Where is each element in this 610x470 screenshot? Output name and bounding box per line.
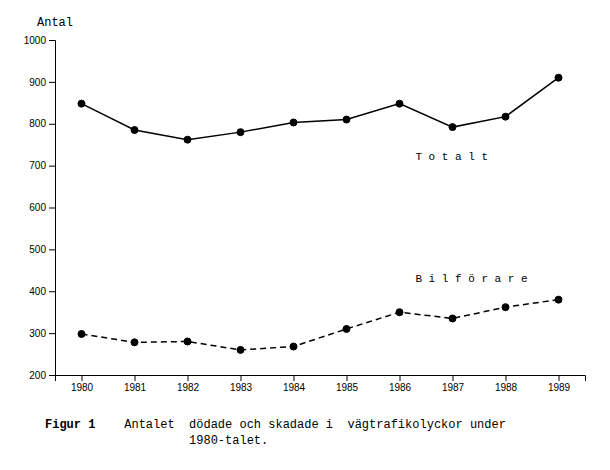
point bbox=[78, 100, 85, 107]
tick: 300 bbox=[29, 328, 55, 339]
tick-mark bbox=[347, 375, 348, 381]
point bbox=[290, 119, 297, 126]
tick: 600 bbox=[29, 202, 55, 213]
tick-mark bbox=[49, 82, 55, 83]
series-line bbox=[82, 78, 559, 140]
plot-area bbox=[78, 74, 562, 353]
point bbox=[449, 124, 456, 131]
tick: 1988 bbox=[495, 375, 518, 393]
tick-mark bbox=[49, 249, 55, 250]
tick: 1981 bbox=[124, 375, 147, 393]
tick: 1986 bbox=[389, 375, 412, 393]
tick-mark bbox=[49, 40, 55, 41]
tick-label: 1988 bbox=[495, 382, 518, 393]
tick-mark bbox=[400, 375, 401, 381]
y-axis: 200 300 400 500 600 700 800 900 1000 bbox=[24, 35, 56, 381]
tick-label: 1989 bbox=[548, 382, 571, 393]
tick-mark bbox=[49, 124, 55, 125]
tick-mark bbox=[49, 333, 55, 334]
tick-label: 1986 bbox=[389, 382, 412, 393]
tick-label: 1983 bbox=[230, 382, 253, 393]
tick-label: 1982 bbox=[177, 382, 200, 393]
tick-label: 1984 bbox=[283, 382, 306, 393]
tick-mark bbox=[49, 166, 55, 167]
axis-line bbox=[56, 376, 586, 382]
tick: 1000 bbox=[24, 35, 55, 46]
tick-mark bbox=[49, 375, 55, 376]
tick-mark bbox=[49, 291, 55, 292]
caption-label: Figur 1 bbox=[45, 418, 95, 432]
chart: 1980 1981 1982 1983 1984 1985 1986 1987 1988 1989… bbox=[0, 0, 610, 470]
tick-mark bbox=[559, 375, 560, 381]
point bbox=[184, 338, 191, 345]
axis-line bbox=[49, 41, 56, 376]
point bbox=[184, 136, 191, 143]
tick-mark bbox=[135, 375, 136, 381]
y-axis-label: Antal bbox=[37, 16, 73, 30]
tick-mark bbox=[294, 375, 295, 381]
tick-label: 900 bbox=[29, 77, 46, 88]
tick-mark bbox=[188, 375, 189, 381]
tick: 1980 bbox=[71, 375, 94, 393]
point bbox=[396, 309, 403, 316]
tick-label: 1981 bbox=[124, 382, 147, 393]
tick: 1983 bbox=[230, 375, 253, 393]
tick-label: 600 bbox=[29, 202, 46, 213]
tick: 500 bbox=[29, 244, 55, 255]
tick: 700 bbox=[29, 160, 55, 171]
tick-mark bbox=[453, 375, 454, 381]
tick-label: 500 bbox=[29, 244, 46, 255]
annotation: B i l f ö r a r e bbox=[415, 273, 527, 285]
tick-label: 300 bbox=[29, 328, 46, 339]
caption: Antalet dödade och skadade i vägtrafikol… bbox=[95, 418, 505, 448]
tick: 900 bbox=[29, 77, 55, 88]
tick: 400 bbox=[29, 286, 55, 297]
series-line bbox=[82, 300, 559, 350]
tick-mark bbox=[241, 375, 242, 381]
point bbox=[449, 315, 456, 322]
tick-label: 1987 bbox=[442, 382, 465, 393]
point bbox=[343, 325, 350, 332]
annotation: T o t a l t bbox=[415, 151, 488, 163]
point bbox=[131, 339, 138, 346]
tick-mark bbox=[506, 375, 507, 381]
tick: 1985 bbox=[336, 375, 359, 393]
tick: 200 bbox=[29, 370, 55, 381]
caption-line: 1980-talet. bbox=[95, 434, 268, 448]
point bbox=[343, 116, 350, 123]
tick-mark bbox=[82, 375, 83, 381]
point bbox=[237, 129, 244, 136]
point bbox=[502, 304, 509, 311]
tick: 1982 bbox=[177, 375, 200, 393]
tick-label: 1000 bbox=[24, 35, 47, 46]
tick: 1987 bbox=[442, 375, 465, 393]
tick-label: 800 bbox=[29, 118, 46, 129]
x-axis: 1980 1981 1982 1983 1984 1985 1986 1987 1988 1989 bbox=[56, 375, 586, 393]
caption-line: Antalet dödade och skadade i vägtrafikol… bbox=[95, 418, 505, 432]
point bbox=[396, 100, 403, 107]
tick-label: 200 bbox=[29, 370, 46, 381]
tick-label: 400 bbox=[29, 286, 46, 297]
tick: 1984 bbox=[283, 375, 306, 393]
point bbox=[502, 113, 509, 120]
point bbox=[237, 346, 244, 353]
point bbox=[555, 74, 562, 81]
point bbox=[555, 296, 562, 303]
point bbox=[290, 343, 297, 350]
tick-mark bbox=[49, 208, 55, 209]
point bbox=[131, 127, 138, 134]
point bbox=[78, 330, 85, 337]
tick: 1989 bbox=[548, 375, 571, 393]
tick-label: 1985 bbox=[336, 382, 359, 393]
tick: 800 bbox=[29, 118, 55, 129]
tick-label: 700 bbox=[29, 160, 46, 171]
tick-label: 1980 bbox=[71, 382, 94, 393]
